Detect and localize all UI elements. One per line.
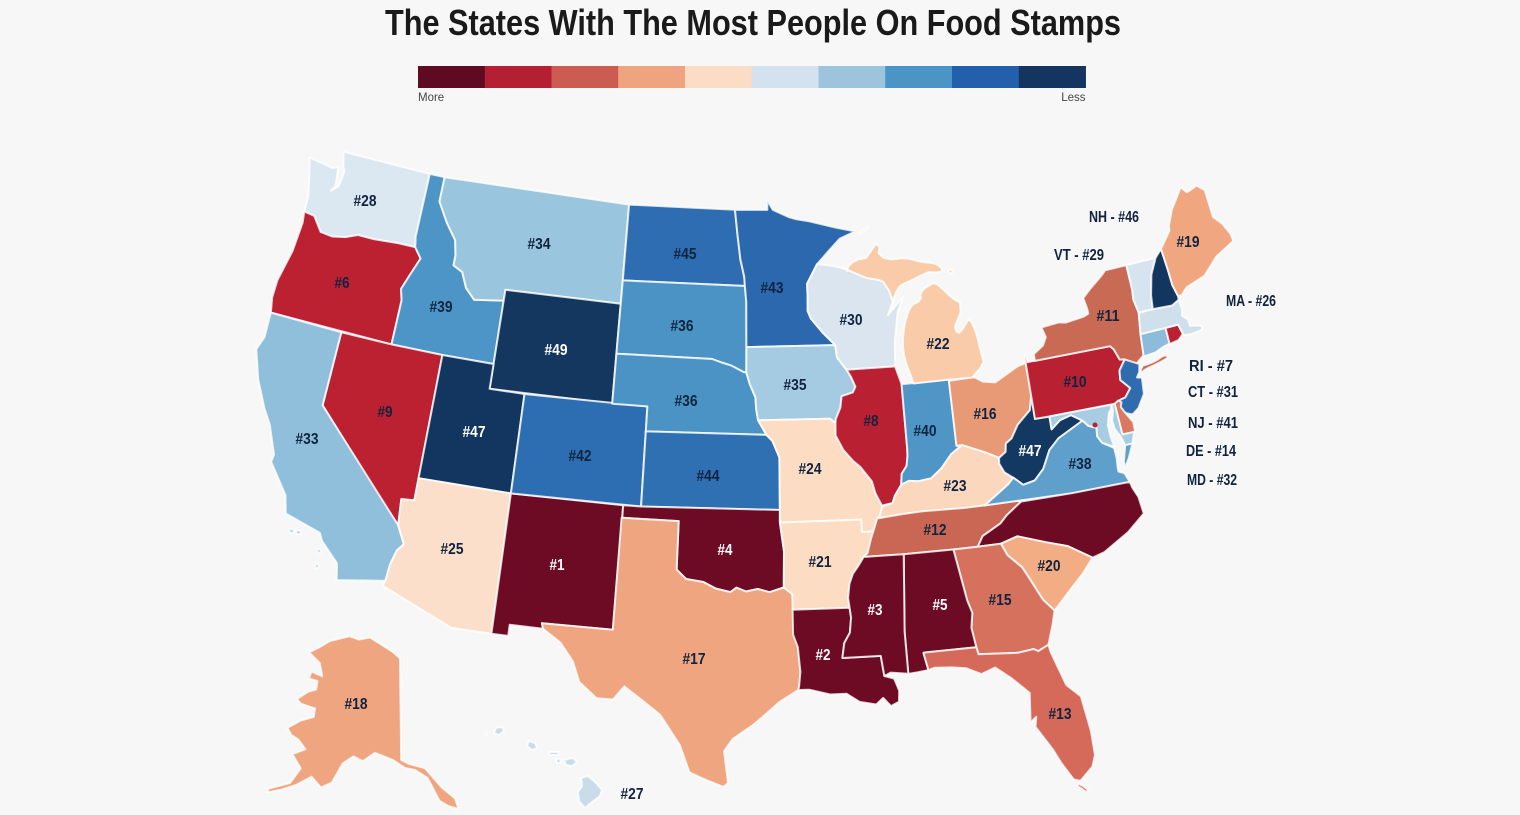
svg-text:MA - #26: MA - #26	[1226, 293, 1276, 310]
svg-text:#23: #23	[944, 478, 967, 495]
svg-text:#18: #18	[345, 696, 368, 713]
svg-text:#10: #10	[1064, 374, 1087, 391]
svg-text:#13: #13	[1049, 706, 1072, 723]
svg-text:#47: #47	[463, 424, 486, 441]
svg-text:#27: #27	[621, 786, 644, 803]
svg-text:The States With The Most Peopl: The States With The Most People On Food …	[385, 2, 1121, 43]
svg-text:#39: #39	[430, 299, 453, 316]
svg-text:CT - #31: CT - #31	[1188, 384, 1238, 401]
svg-text:#3: #3	[868, 602, 883, 619]
svg-text:#45: #45	[674, 246, 697, 263]
svg-text:#40: #40	[914, 423, 937, 440]
svg-text:#8: #8	[864, 413, 879, 430]
svg-text:#5: #5	[933, 597, 948, 614]
svg-text:#36: #36	[675, 393, 698, 410]
svg-text:#28: #28	[354, 193, 377, 210]
svg-text:#43: #43	[761, 280, 784, 297]
svg-text:#17: #17	[683, 651, 706, 668]
svg-text:#33: #33	[296, 431, 319, 448]
svg-text:#12: #12	[924, 522, 947, 539]
svg-text:#21: #21	[809, 554, 832, 571]
svg-text:RI - #7: RI - #7	[1189, 358, 1233, 375]
svg-text:#19: #19	[1177, 234, 1200, 251]
svg-text:DE - #14: DE - #14	[1186, 443, 1236, 460]
svg-text:Less: Less	[1061, 92, 1086, 104]
svg-text:#44: #44	[697, 468, 720, 485]
svg-text:NJ - #41: NJ - #41	[1188, 415, 1238, 432]
svg-text:#2: #2	[816, 647, 831, 664]
svg-text:#22: #22	[927, 336, 950, 353]
svg-text:#35: #35	[784, 377, 807, 394]
svg-text:#16: #16	[974, 406, 997, 423]
svg-text:#34: #34	[528, 236, 551, 253]
svg-text:#1: #1	[550, 557, 565, 574]
svg-text:#9: #9	[378, 404, 393, 421]
svg-text:#30: #30	[840, 312, 863, 329]
svg-text:MD - #32: MD - #32	[1187, 472, 1237, 489]
svg-text:#11: #11	[1097, 308, 1120, 325]
svg-text:More: More	[418, 92, 444, 104]
svg-text:NH - #46: NH - #46	[1089, 209, 1139, 226]
svg-text:#4: #4	[718, 542, 733, 559]
svg-text:#49: #49	[545, 342, 568, 359]
svg-text:#36: #36	[671, 318, 694, 335]
svg-text:#24: #24	[799, 461, 822, 478]
svg-text:#20: #20	[1038, 558, 1061, 575]
svg-text:#47: #47	[1019, 443, 1042, 460]
svg-text:#38: #38	[1069, 456, 1092, 473]
svg-text:#42: #42	[569, 448, 592, 465]
svg-text:VT - #29: VT - #29	[1054, 247, 1104, 264]
svg-text:#15: #15	[989, 592, 1012, 609]
svg-text:#6: #6	[335, 275, 350, 292]
svg-text:#25: #25	[441, 541, 464, 558]
